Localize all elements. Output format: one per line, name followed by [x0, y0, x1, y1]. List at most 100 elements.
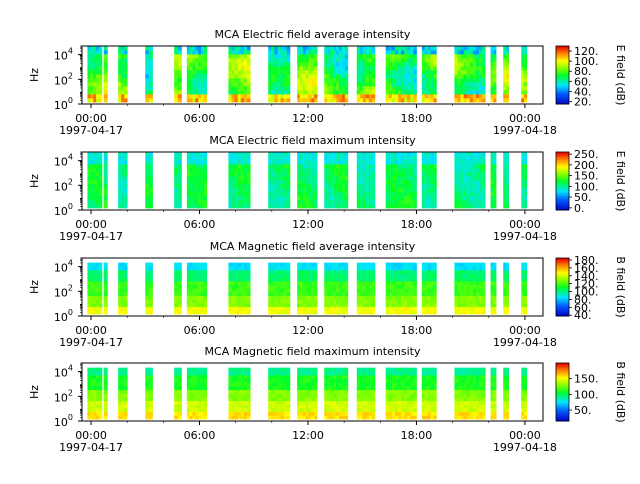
heatmap-cell [193, 168, 196, 172]
heatmap-cell [93, 156, 96, 160]
data-block [503, 152, 509, 208]
heatmap-cell [404, 180, 407, 184]
heatmap-cell [401, 160, 404, 164]
heatmap-cell [287, 192, 291, 196]
heatmap-cell [339, 90, 342, 94]
heatmap-cell [345, 263, 348, 267]
heatmap-cell [482, 62, 485, 66]
heatmap-cell [235, 188, 239, 192]
heatmap-cell [190, 415, 193, 419]
heatmap-cell [274, 168, 278, 172]
heatmap-cell [104, 176, 108, 180]
heatmap-cell [389, 263, 392, 267]
heatmap-cell [124, 274, 127, 278]
heatmap-cell [339, 98, 342, 102]
heatmap-cell [339, 393, 342, 397]
heatmap-cell [241, 266, 245, 270]
heatmap-cell [360, 50, 363, 54]
heatmap-cell [330, 54, 333, 58]
heatmap-cell [271, 408, 275, 412]
heatmap-cell [401, 368, 404, 372]
heatmap-cell [395, 386, 398, 390]
heatmap-cell [303, 285, 306, 289]
heatmap-cell [410, 375, 413, 379]
heatmap-cell [482, 172, 485, 176]
heatmap-cell [327, 58, 330, 62]
heatmap-cell [479, 285, 482, 289]
heatmap-cell [482, 90, 485, 94]
heatmap-cell [360, 404, 363, 408]
heatmap-cell [473, 274, 476, 278]
x-tick-label: 18:00 [401, 324, 433, 337]
heatmap-cell [124, 156, 127, 160]
heatmap-cell [493, 168, 496, 172]
heatmap-cell [96, 152, 99, 156]
heatmap-cell [422, 296, 425, 300]
heatmap-cell [149, 371, 153, 375]
heatmap-cell [145, 296, 149, 300]
heatmap-cell [482, 164, 485, 168]
heatmap-cell [506, 277, 509, 281]
heatmap-cell [149, 281, 153, 285]
heatmap-cell [235, 196, 239, 200]
heatmap-cell [149, 200, 153, 204]
heatmap-cell [274, 371, 278, 375]
heatmap-cell [330, 379, 333, 383]
heatmap-cell [247, 408, 251, 412]
heatmap-cell [428, 188, 431, 192]
heatmap-cell [187, 156, 190, 160]
heatmap-cell [372, 292, 375, 296]
heatmap-cell [190, 62, 193, 66]
heatmap-cell [467, 303, 470, 307]
heatmap-cell [410, 86, 413, 90]
heatmap-cell [395, 200, 398, 204]
heatmap-cell [333, 401, 336, 405]
heatmap-cell [314, 288, 317, 292]
heatmap-cell [479, 156, 482, 160]
heatmap-cell [300, 401, 303, 405]
heatmap-cell [278, 379, 282, 383]
heatmap-cell [278, 196, 282, 200]
heatmap-cell [357, 164, 360, 168]
heatmap-cell [422, 270, 425, 274]
heatmap-cell [479, 160, 482, 164]
heatmap-cell [232, 270, 236, 274]
heatmap-cell [309, 375, 312, 379]
heatmap-cell [398, 415, 401, 419]
heatmap-cell [145, 274, 149, 278]
heatmap-cell [491, 196, 494, 200]
heatmap-cell [178, 292, 182, 296]
heatmap-cell [284, 200, 288, 204]
heatmap-cell [306, 46, 309, 50]
heatmap-cell [297, 274, 300, 278]
heatmap-cell [342, 266, 345, 270]
heatmap-cell [360, 371, 363, 375]
heatmap-cell [96, 390, 99, 394]
data-block [491, 263, 497, 315]
heatmap-cell [363, 184, 366, 188]
heatmap-cell [339, 74, 342, 78]
heatmap-cell [228, 176, 232, 180]
heatmap-cell [339, 285, 342, 289]
heatmap-cell [281, 307, 285, 311]
heatmap-cell [425, 277, 428, 281]
heatmap-cell [204, 386, 207, 390]
heatmap-cell [244, 94, 248, 98]
heatmap-cell [425, 74, 428, 78]
heatmap-cell [336, 371, 339, 375]
heatmap-cell [96, 285, 99, 289]
heatmap-cell [193, 152, 196, 156]
heatmap-cell [193, 296, 196, 300]
heatmap-cell [247, 184, 251, 188]
heatmap-cell [124, 397, 127, 401]
heatmap-cell [372, 54, 375, 58]
heatmap-cell [247, 371, 251, 375]
heatmap-cell [461, 78, 464, 82]
heatmap-cell [404, 274, 407, 278]
heatmap-cell [90, 263, 93, 267]
heatmap-cell [410, 397, 413, 401]
heatmap-cell [300, 285, 303, 289]
heatmap-cell [300, 292, 303, 296]
heatmap-cell [327, 152, 330, 156]
heatmap-cell [274, 386, 278, 390]
